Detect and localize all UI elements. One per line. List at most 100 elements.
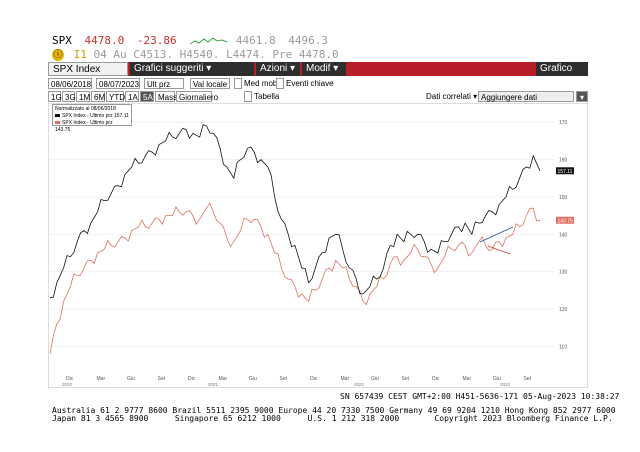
- table-label: Tabella: [254, 92, 280, 101]
- x-tick-label: Dic: [432, 376, 440, 382]
- last-value-tag: [556, 167, 574, 175]
- y-axis-labels: 110 120 130 140 150 160 170: [559, 120, 568, 350]
- contacts-line-1: Australia 61 2 9777 8600 Brazil 5511 239…: [52, 406, 616, 415]
- x-axis-labels: Dic Mar Giu Set Dic Mar Giu Set Dic Mar Giu Set Dic M…: [62, 376, 532, 387]
- series-2-line: [49, 202, 541, 354]
- azioni-label: Azioni: [260, 63, 288, 74]
- dati-correlati-label: Dati correlati: [426, 92, 471, 101]
- grafici-label: Grafici suggeriti: [134, 63, 204, 74]
- y-tick-label: 150: [559, 195, 568, 201]
- legend-label-1: SPX Index - Ultimo prz 157.11: [62, 113, 129, 119]
- x-tick-label: Mar: [97, 376, 106, 382]
- dati-correlati-menu[interactable]: Dati correlati ▾: [426, 92, 478, 101]
- x-tick-label: Giu: [249, 376, 257, 382]
- modif-menu[interactable]: Modif ▾: [302, 62, 346, 76]
- y-tick-label: 110: [559, 344, 567, 350]
- med-mob-checkbox[interactable]: [234, 78, 242, 89]
- contact-singapore: Singapore 65 6212 1000: [174, 414, 281, 423]
- x-tick-label: Set: [402, 376, 410, 382]
- azioni-menu[interactable]: Azioni ▾: [256, 62, 300, 76]
- x-tick-label: Mar: [341, 376, 350, 382]
- legend-entry-1: SPX Index - Ultimo prz 157.11: [55, 113, 129, 120]
- eventi-label: Eventi chiave: [286, 79, 334, 88]
- ticker-label: SPX: [52, 34, 72, 47]
- legend-swatch-2: [55, 121, 60, 125]
- period-controls: 1G 3G 1M 6M YTD 1A 5A Mass Giornaliero T…: [48, 91, 588, 103]
- contact-japan: Japan 81 3 4565 8900: [52, 414, 149, 423]
- aggiungere-dati-input[interactable]: Aggiungere dati: [478, 91, 574, 102]
- period-1g[interactable]: 1G: [48, 91, 62, 102]
- period-6m[interactable]: 6M: [91, 91, 105, 102]
- quote-pre: Pre 4478.0: [272, 48, 339, 61]
- legend-entry-2: SPX Index - Ultimo prz 143.75: [55, 120, 129, 134]
- last-value-label: 157.11: [558, 169, 573, 175]
- contacts-line-2: Japan 81 3 4565 8900 Singapore 65 6212 1…: [52, 414, 613, 423]
- x-tick-label: Set: [524, 376, 532, 382]
- quote-time: 04: [93, 48, 107, 61]
- series-1-line: [49, 124, 541, 299]
- x-tick-label: Dic: [310, 376, 318, 382]
- grafici-suggeriti-menu[interactable]: Grafici suggeriti ▾: [130, 62, 254, 76]
- function-toolbar: SPX Index Grafici suggeriti ▾ Azioni ▾ M…: [48, 62, 588, 88]
- x-tick-label: Mar: [463, 376, 472, 382]
- chart-grid: [50, 121, 554, 347]
- line-chart: 110 120 130 140 150 160 170 Dic Mar Giu Set Dic Mar…: [48, 103, 588, 388]
- trend-annotation-line-red: [487, 245, 511, 255]
- range-high: 4496.3: [288, 34, 328, 47]
- y-tick-label: 140: [559, 232, 568, 238]
- security-field[interactable]: SPX Index: [48, 62, 128, 76]
- period-mass[interactable]: Mass: [155, 91, 177, 102]
- x-tick-label: Giu: [127, 376, 135, 382]
- legend-title: Normalizzato al 08/06/2018: [55, 106, 116, 112]
- x-year-label: 2021: [208, 382, 219, 387]
- sparkline-icon: [189, 37, 228, 45]
- frequency-select[interactable]: Giornaliero: [176, 91, 218, 102]
- chart-legend: Normalizzato al 08/06/2018 SPX Index - U…: [52, 104, 132, 133]
- quote-prefix: I1: [73, 48, 87, 61]
- sn-line: SN 657439 CEST GMT+2:00 H451-5636-171 05…: [340, 392, 620, 401]
- date-controls: 08/06/2018 08/07/2023 Ult prz Val locale…: [48, 78, 588, 90]
- dropdown-arrow-icon[interactable]: ▾: [576, 91, 588, 102]
- table-checkbox[interactable]: [244, 91, 252, 102]
- x-year-label: 2020: [62, 382, 73, 387]
- info-icon[interactable]: ⓘ: [52, 49, 64, 61]
- chart-type-label[interactable]: Grafico linea: [536, 62, 588, 88]
- contact-us: U.S. 1 212 318 2000: [307, 414, 400, 423]
- chart-frame: [48, 103, 588, 388]
- quote-high: H4540.: [179, 48, 220, 61]
- trend-annotation-line: [479, 226, 514, 243]
- period-3g[interactable]: 3G: [62, 91, 76, 102]
- last-value-labels: 157.11 143.75: [556, 167, 574, 224]
- field-select[interactable]: Ult prz: [144, 78, 184, 89]
- quote-header: SPX 4478.0 -23.86 4461.8 4496.3: [52, 34, 334, 48]
- start-date-input[interactable]: 08/06/2018: [48, 78, 92, 89]
- period-1a[interactable]: 1A: [125, 91, 139, 102]
- period-ytd[interactable]: YTD: [106, 91, 125, 102]
- x-tick-label: Dic: [188, 376, 196, 382]
- last-value-label: 143.75: [558, 218, 574, 224]
- end-date-input[interactable]: 08/07/2023: [96, 78, 140, 89]
- eventi-checkbox[interactable]: [276, 78, 284, 89]
- x-tick-label: Mar: [219, 376, 228, 382]
- modif-label: Modif: [306, 63, 331, 74]
- legend-label-2: SPX Index - Ultimo prz 143.75: [55, 120, 113, 133]
- period-5a[interactable]: 5A: [140, 91, 154, 102]
- period-1m[interactable]: 1M: [76, 91, 90, 102]
- y-tick-label: 130: [559, 270, 568, 276]
- x-tick-label: Set: [280, 376, 288, 382]
- quote-au: Au: [113, 48, 127, 61]
- copyright: Copyright 2023 Bloomberg Finance L.P.: [434, 414, 613, 423]
- last-value-tag: [556, 216, 574, 224]
- legend-swatch-1: [55, 114, 60, 118]
- y-tick-label: 120: [559, 307, 568, 313]
- quote-subline: ⓘ I1 04 Au C4513. H4540. L4474. Pre 4478…: [52, 48, 339, 62]
- y-tick-label: 160: [559, 158, 568, 164]
- quote-close: C4513.: [133, 48, 173, 61]
- currency-select[interactable]: Val locale: [190, 78, 230, 89]
- x-tick-label: Dic: [66, 376, 74, 382]
- x-tick-label: Giu: [493, 376, 501, 382]
- x-year-label: 2022: [354, 382, 365, 387]
- y-tick-label: 170: [559, 120, 568, 126]
- last-price: 4478.0: [84, 34, 125, 47]
- quote-low: L4474.: [226, 48, 266, 61]
